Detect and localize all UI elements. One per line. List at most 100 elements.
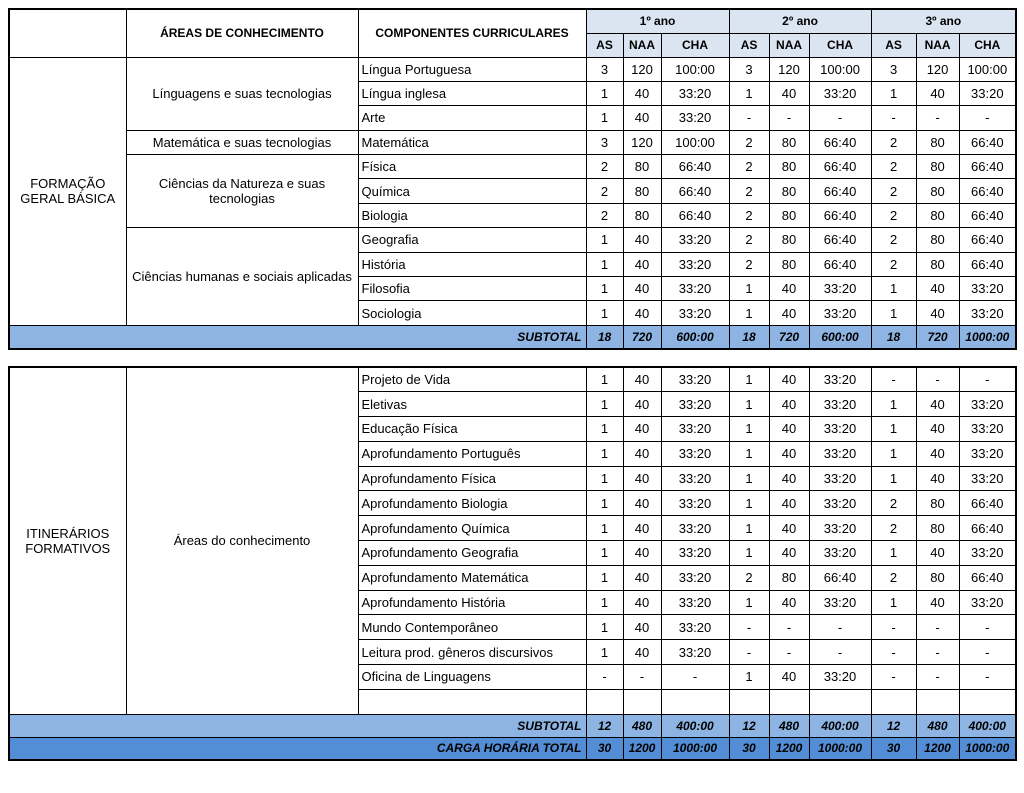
value-cell: 33:20 [660,589,730,616]
value-cell: 2 [870,202,917,229]
data-row: Matemática e suas tecnologias Matemática 3… [9,129,1017,156]
component: Sociologia [357,300,587,326]
value-cell: 66:40 [808,129,872,156]
total-value: 1200 [768,736,810,761]
value-cell: 40 [768,366,810,393]
data-row: FORMAÇÃO GERAL BÁSICA Línguagens e suas t… [8,56,1017,326]
value-cell: 3 [585,129,624,156]
areas-header: ÁREAS DE CONHECIMENTO [125,8,359,58]
empty-cell [622,688,662,715]
empty-row [9,688,1017,715]
value-cell: 1 [728,276,770,302]
subcol-header: AS [585,32,624,58]
total-value: 30 [870,736,917,761]
value-cell: 2 [728,202,770,229]
area-label: Ciências da Natureza e suas tecnologias [125,154,359,229]
value-cell: 40 [768,664,810,690]
value-cell: - [585,664,624,690]
data-row: Aprofundamento Biologia 1 40 33:20 1 40 33:20 2… [9,490,1017,517]
data-row: Aprofundamento Física 1 40 33:20 1 40 33:20 1 40… [9,465,1017,492]
value-cell: 80 [915,490,960,517]
value-cell: 33:20 [660,80,730,107]
component: Geografia [357,227,587,253]
value-cell: 66:40 [958,490,1017,517]
value-cell: 33:20 [958,540,1017,566]
value-cell: 40 [915,276,960,302]
value-cell: 40 [768,391,810,418]
value-cell: 40 [622,251,662,278]
value-cell: 40 [622,300,662,326]
value-cell: 80 [768,564,810,591]
subtotal-value: 480 [915,713,960,738]
subtotal-value: 400:00 [660,713,730,738]
value-cell: 66:40 [660,178,730,204]
value-cell: 3 [870,56,917,82]
value-cell: - [915,105,960,131]
value-cell: 40 [622,366,662,393]
value-cell: 80 [915,129,960,156]
value-cell: - [870,366,917,393]
data-row: Ciências humanas e sociais aplicadas Geog… [9,227,1017,326]
value-cell: 33:20 [660,540,730,566]
header-row: AS NAA CHA AS NAA CHA AS NAA CHA [9,32,1017,58]
value-cell: 33:20 [660,440,730,467]
value-cell: 40 [768,589,810,616]
value-cell: 33:20 [660,639,730,666]
subtotal-row: SUBTOTAL 12 480 400:00 12 480 400:00 12 480 400:0… [8,713,1017,738]
value-cell: 33:20 [660,465,730,492]
value-cell: 66:40 [958,154,1017,180]
component: Química [357,178,587,204]
component: Física [357,154,587,180]
value-cell: 80 [768,154,810,180]
value-cell: - [808,614,872,641]
value-cell: - [958,366,1017,393]
value-cell: 40 [915,589,960,616]
component: Aprofundamento Geografia [357,540,587,566]
value-cell: - [958,105,1017,131]
value-cell: 1 [585,490,624,517]
components-header: COMPONENTES CURRICULARES [357,8,587,58]
value-cell: 33:20 [660,614,730,641]
value-cell: 33:20 [660,300,730,326]
value-cell: - [768,614,810,641]
subtotal-value: 720 [768,324,810,350]
value-cell: - [660,664,730,690]
value-cell: 120 [622,129,662,156]
subtotal-value: 18 [728,324,770,350]
total-label: CARGA HORÁRIA TOTAL [8,736,587,761]
value-cell: 33:20 [958,589,1017,616]
value-cell: 40 [622,490,662,517]
value-cell: 1 [728,391,770,418]
value-cell: 80 [768,178,810,204]
value-cell: 1 [870,465,917,492]
component: Arte [357,105,587,131]
component: Eletivas [357,391,587,418]
value-cell: 2 [870,129,917,156]
value-cell: 80 [768,227,810,253]
value-cell: 40 [622,227,662,253]
value-cell: 66:40 [958,202,1017,229]
year-header: 1º ano [585,8,730,34]
section-label: FORMAÇÃO GERAL BÁSICA [8,56,127,326]
subtotal-value: 400:00 [958,713,1017,738]
component: Aprofundamento Biologia [357,490,587,517]
value-cell: 66:40 [808,154,872,180]
value-cell: - [915,639,960,666]
total-value: 1200 [622,736,662,761]
value-cell: 1 [585,300,624,326]
value-cell: 80 [768,129,810,156]
value-cell: 33:20 [808,391,872,418]
total-value: 1000:00 [958,736,1017,761]
subtotal-value: 400:00 [808,713,872,738]
value-cell: 33:20 [660,276,730,302]
value-cell: 40 [622,105,662,131]
value-cell: 40 [768,276,810,302]
component: Educação Física [357,416,587,442]
value-cell: 40 [622,391,662,418]
value-cell: 40 [768,515,810,542]
value-cell: - [808,639,872,666]
value-cell: 40 [915,300,960,326]
value-cell: - [728,639,770,666]
value-cell: 1 [870,589,917,616]
